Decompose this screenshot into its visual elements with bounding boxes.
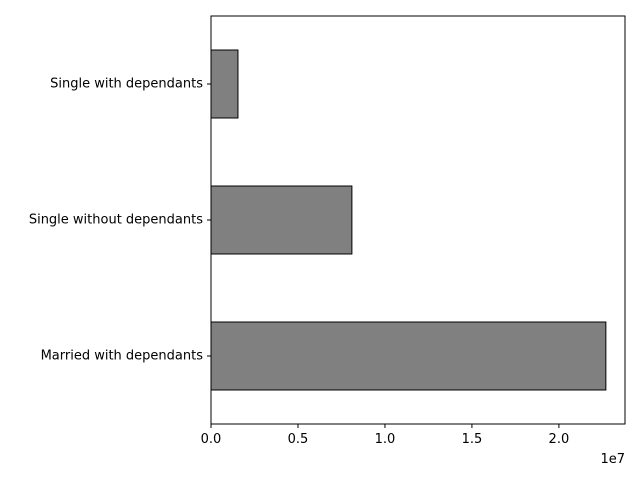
- x-tick-label: 1.0: [375, 432, 396, 447]
- x-tick-label: 0.5: [288, 432, 309, 447]
- x-ticks-group: 0.0 0.5 1.0 1.5 2.0: [201, 424, 570, 447]
- bar-single-with-dependants: [210, 49, 239, 119]
- bar-single-without-dependants: [210, 185, 353, 255]
- y-ticks-group: Married with dependants Single without de…: [29, 77, 211, 364]
- bar-married-with-dependants: [210, 321, 607, 391]
- x-tick-label: 2.0: [549, 432, 570, 447]
- bars-group: [210, 49, 607, 391]
- x-tick-label: 1.5: [462, 432, 483, 447]
- x-offset-label: 1e7: [600, 452, 625, 467]
- y-tick-label: Single without dependants: [29, 213, 203, 228]
- y-tick-label: Married with dependants: [41, 349, 204, 364]
- y-tick-label: Single with dependants: [50, 77, 203, 92]
- x-tick-label: 0.0: [201, 432, 222, 447]
